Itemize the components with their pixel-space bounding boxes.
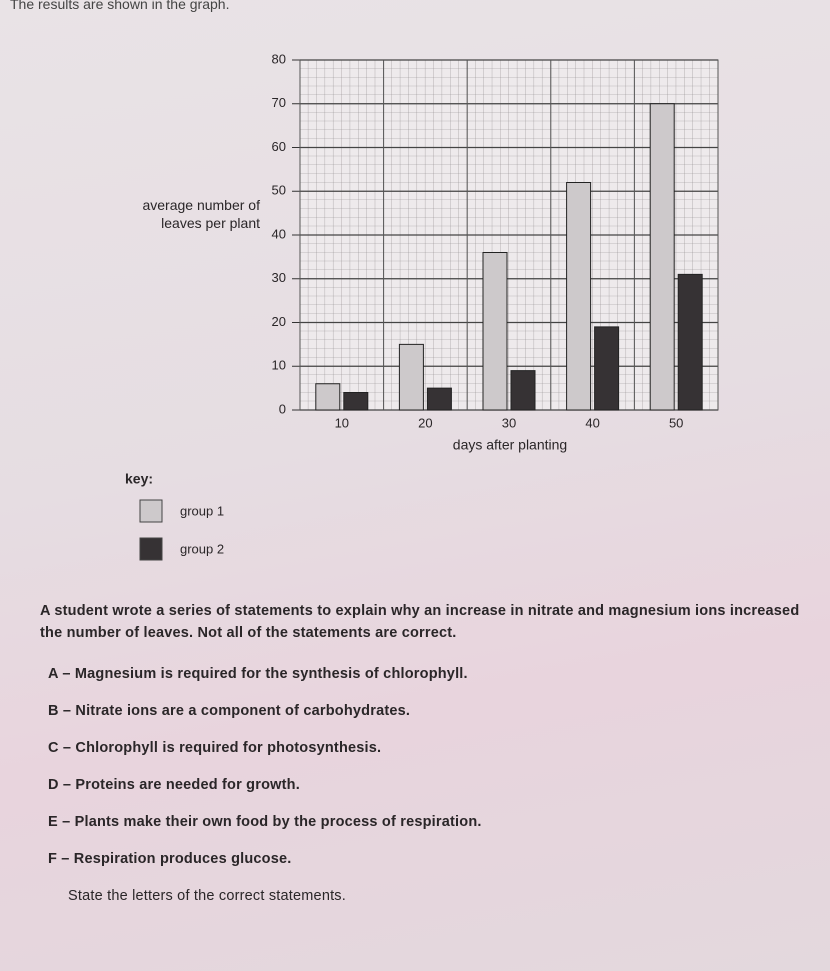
bar <box>677 273 703 411</box>
statement: C – Chlorophyll is required for photosyn… <box>48 740 382 756</box>
header-text: The results are shown in the graph. <box>10 0 230 12</box>
bar <box>315 383 341 411</box>
x-tick-label: 20 <box>418 415 432 430</box>
y-tick-label: 80 <box>272 51 286 66</box>
statement-list: A – Magnesium is required for the synthe… <box>40 666 820 867</box>
statement: B – Nitrate ions are a component of carb… <box>48 703 411 719</box>
x-tick-label: 30 <box>502 415 516 430</box>
y-tick-label: 10 <box>272 358 286 373</box>
statement: D – Proteins are needed for growth. <box>48 777 300 793</box>
bar <box>649 103 675 411</box>
y-tick-label: 0 <box>279 401 286 416</box>
question: A student wrote a series of statements t… <box>40 600 820 904</box>
bar <box>510 370 536 411</box>
bar <box>343 392 369 411</box>
bar <box>594 326 620 411</box>
bar <box>426 387 452 411</box>
y-tick-label: 40 <box>272 226 286 241</box>
x-axis-label: days after planting <box>453 437 567 453</box>
legend-title: key: <box>125 471 153 487</box>
legend-entry: group 2 <box>180 541 224 556</box>
legend-swatch <box>139 499 163 523</box>
y-tick-label: 70 <box>272 95 286 110</box>
y-tick-label: 60 <box>272 139 286 154</box>
statement: E – Plants make their own food by the pr… <box>48 814 482 830</box>
y-tick-label: 20 <box>272 314 286 329</box>
x-tick-label: 40 <box>585 415 599 430</box>
statement: A – Magnesium is required for the synthe… <box>48 666 468 682</box>
chart: days after planting key: 0 10 20 30 40 50 60 70… <box>125 51 719 561</box>
intro: A student wrote a series of statements t… <box>40 603 800 641</box>
legend-swatch <box>139 537 163 561</box>
y-axis-label: average number of leaves per plant <box>142 197 260 231</box>
legend-entry: group 1 <box>180 503 224 518</box>
bar <box>398 343 424 411</box>
x-tick-label: 50 <box>669 415 683 430</box>
y-tick-label: 50 <box>272 183 286 198</box>
statement: F – Respiration produces glucose. <box>48 851 292 867</box>
x-tick-label: 10 <box>335 415 349 430</box>
instruction: State the letters of the correct stateme… <box>68 888 346 904</box>
y-tick-label: 30 <box>272 270 286 285</box>
bar <box>566 182 592 411</box>
bar <box>482 252 508 411</box>
